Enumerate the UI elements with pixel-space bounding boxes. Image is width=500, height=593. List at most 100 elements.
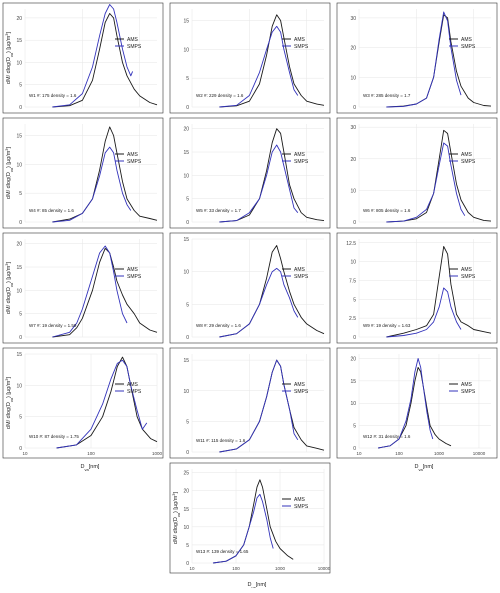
y-tick-label: 5 <box>19 191 22 197</box>
y-axis-label-row5: dM/ dlog(Dva) [µg/m3] <box>171 491 181 544</box>
y-tick-label: 30 <box>350 125 356 131</box>
x-tick-label: 100 <box>395 451 403 456</box>
y-tick-label: 25 <box>183 471 189 477</box>
x-axis-label-w10: Dva[nm] <box>81 464 100 472</box>
y-tick-label: 10 <box>16 162 22 168</box>
panel-annotation: W1 #: 175 density = 1.6 <box>29 93 77 98</box>
y-axis-label-row3: dM/ dlog(Dva) [µg/m3] <box>4 261 14 314</box>
x-tick-label: 1000 <box>152 451 163 456</box>
series-line-smps <box>386 287 462 338</box>
x-tick-label: 10000 <box>318 566 331 571</box>
series-line-smps <box>386 142 466 223</box>
y-tick-label: 15 <box>183 19 189 25</box>
y-tick-label: 10 <box>183 389 189 395</box>
legend-label-smps: SMPS <box>127 44 142 50</box>
y-tick-label: 15 <box>183 150 189 156</box>
y-tick-label: 10 <box>350 401 356 407</box>
y-tick-label: 5 <box>186 76 189 82</box>
y-tick-label: 0 <box>353 105 356 111</box>
y-tick-label: 10 <box>183 173 189 179</box>
legend-label-smps: SMPS <box>461 44 476 50</box>
y-tick-label: 15 <box>183 507 189 513</box>
y-tick-label: 10 <box>183 525 189 531</box>
y-tick-label: 15 <box>183 358 189 364</box>
x-tick-label: 10 <box>189 566 195 571</box>
panel-frame <box>169 232 331 344</box>
series-line-smps <box>52 245 128 338</box>
y-tick-label: 5 <box>186 543 189 549</box>
legend-label-smps: SMPS <box>127 389 142 395</box>
x-tick-label: 10 <box>22 451 28 456</box>
y-tick-label: 5 <box>186 197 189 203</box>
legend-label-ams: AMS <box>461 152 473 158</box>
y-axis-label-row4: dM/ dlog(Dva) [µg/m3] <box>4 376 14 429</box>
panel-annotation: W11 #: 115 density = 1.6 <box>196 438 246 443</box>
y-tick-label: 20 <box>350 157 356 163</box>
y-tick-label: 5 <box>353 424 356 430</box>
y-tick-label: 20 <box>350 46 356 52</box>
y-tick-label: 0 <box>353 220 356 226</box>
series-line-smps <box>219 359 299 453</box>
legend-label-smps: SMPS <box>294 44 309 50</box>
legend-label-smps: SMPS <box>294 159 309 165</box>
y-tick-label: 0 <box>186 335 189 341</box>
series-line-smps <box>219 144 299 223</box>
y-tick-label: 10 <box>16 60 22 66</box>
series-line-smps <box>56 359 148 449</box>
legend-label-ams: AMS <box>294 267 306 273</box>
panel-frame <box>336 2 498 114</box>
y-tick-label: 12.5 <box>346 241 356 247</box>
panel-annotation: W3 #: 285 density = 1.7 <box>363 93 411 98</box>
legend-label-smps: SMPS <box>294 504 309 510</box>
series-line-smps <box>386 11 462 108</box>
y-tick-label: 0 <box>186 450 189 456</box>
x-tick-label: 100 <box>87 451 95 456</box>
y-tick-label: 0 <box>19 335 22 341</box>
y-tick-label: 5 <box>19 312 22 318</box>
legend-label-ams: AMS <box>294 497 306 503</box>
series-line-ams <box>52 247 158 338</box>
y-tick-label: 0 <box>186 105 189 111</box>
x-tick-label: 1000 <box>434 451 445 456</box>
legend-label-ams: AMS <box>127 382 139 388</box>
y-tick-label: 20 <box>183 127 189 133</box>
panel-frame <box>2 232 164 344</box>
panel-frame <box>169 462 331 574</box>
y-tick-label: 10 <box>350 260 356 266</box>
legend-label-smps: SMPS <box>127 274 142 280</box>
y-tick-label: 20 <box>16 16 22 22</box>
series-line-ams <box>378 366 452 449</box>
y-tick-label: 20 <box>350 356 356 362</box>
y-axis-label-row2: dM/ dlog(Dva) [µg/m3] <box>4 146 14 199</box>
legend-label-smps: SMPS <box>294 274 309 280</box>
y-tick-label: 15 <box>350 379 356 385</box>
y-tick-label: 0 <box>19 220 22 226</box>
x-tick-label: 10000 <box>473 451 486 456</box>
y-tick-label: 20 <box>183 489 189 495</box>
y-tick-label: 0 <box>19 446 22 452</box>
y-tick-label: 10 <box>183 47 189 53</box>
panel-frame <box>169 117 331 229</box>
panel-annotation: W4 #: 85 density = 1.6 <box>29 208 74 213</box>
y-tick-label: 0 <box>353 446 356 452</box>
y-tick-label: 15 <box>16 38 22 44</box>
legend-label-ams: AMS <box>461 267 473 273</box>
panel-annotation: W5 #: 33 density = 1.7 <box>196 208 241 213</box>
series-line-ams <box>52 13 158 108</box>
legend-label-ams: AMS <box>294 382 306 388</box>
y-tick-label: 5 <box>186 302 189 308</box>
legend-label-smps: SMPS <box>294 389 309 395</box>
panel-frame <box>2 347 164 459</box>
legend-label-ams: AMS <box>127 267 139 273</box>
panel-annotation: W2 #: 229 density = 1.6 <box>196 93 244 98</box>
series-line-smps <box>212 493 274 564</box>
legend-label-smps: SMPS <box>461 389 476 395</box>
y-tick-label: 0 <box>19 105 22 111</box>
